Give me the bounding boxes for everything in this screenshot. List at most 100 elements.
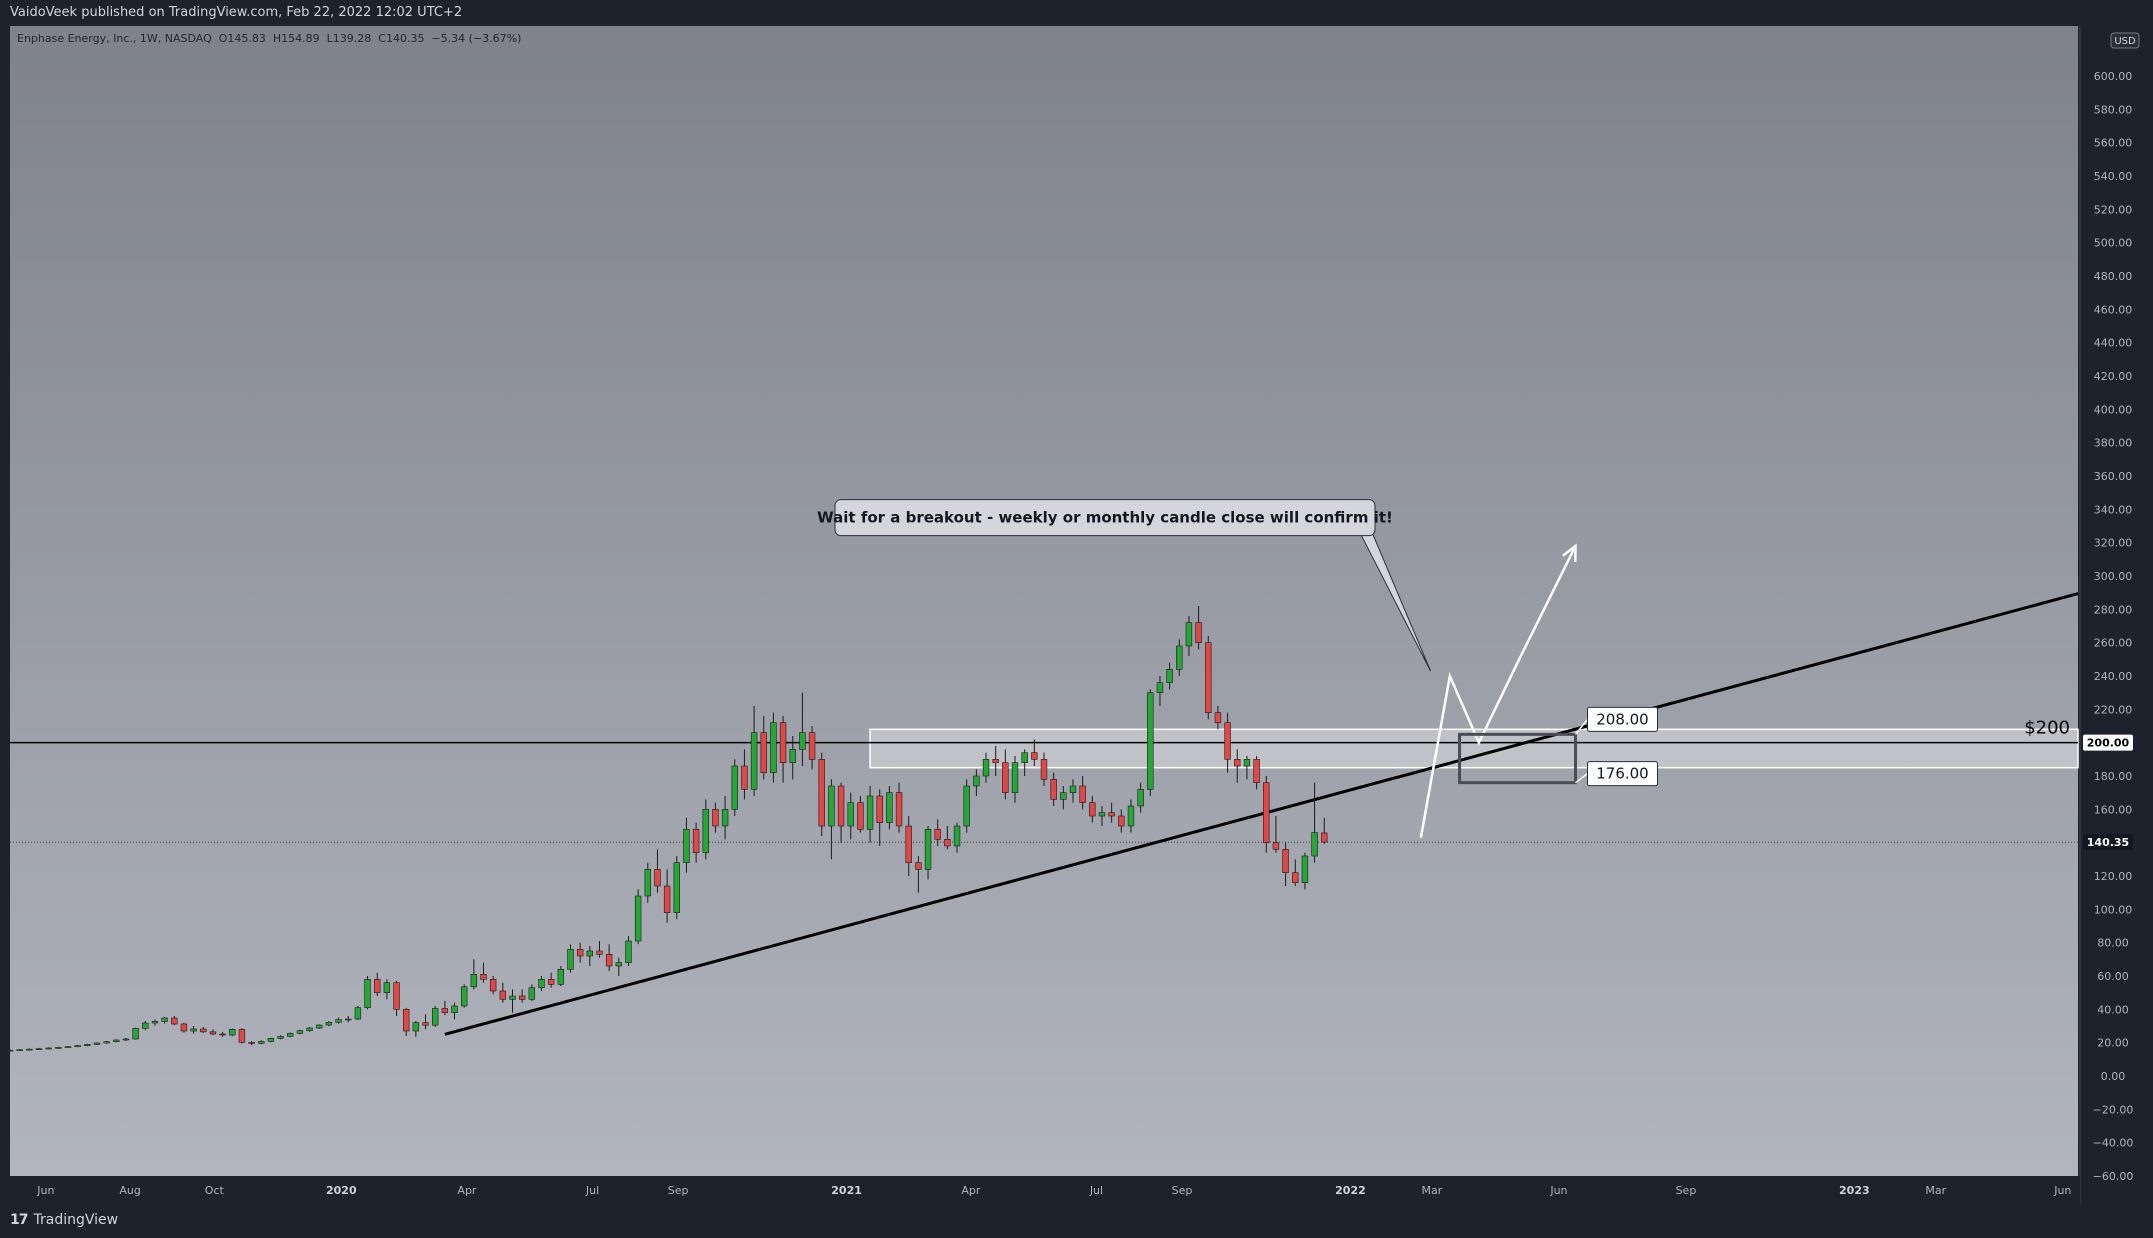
candle-body [692, 829, 700, 853]
candle-body [567, 949, 574, 970]
candle-up [1311, 782, 1318, 863]
candle-up [634, 889, 642, 945]
candle-body [1311, 832, 1318, 857]
candle-body [528, 987, 536, 1000]
candle-up [1301, 852, 1309, 890]
candle-up [973, 769, 980, 796]
candle-body [1031, 752, 1038, 760]
publish-info: VaidoVeek published on TradingView.com, … [10, 5, 463, 20]
candle-down [876, 789, 883, 846]
candle-body [1292, 872, 1299, 883]
candle-body [374, 979, 381, 993]
candle-up [557, 966, 565, 986]
y-tick-label: 580.00 [2094, 103, 2133, 116]
candle-up [683, 817, 690, 873]
candle-up [789, 736, 796, 780]
tradingview-brand[interactable]: 17 TradingView [10, 1212, 118, 1228]
candle-down [760, 716, 767, 780]
candle-body [876, 795, 883, 823]
candle-down [944, 826, 951, 850]
candle-body [219, 1033, 226, 1036]
candle-body [460, 986, 468, 1007]
candle-up [470, 959, 478, 990]
candle-body [142, 1022, 149, 1029]
candle-up [229, 1028, 236, 1037]
candle-body [93, 1042, 101, 1045]
candle-up [673, 856, 680, 920]
candle-body [489, 979, 497, 992]
candle-body [306, 1027, 313, 1031]
candle-up [866, 786, 874, 843]
candle-up [1176, 639, 1183, 676]
candle-up [345, 1016, 352, 1023]
candle-body [209, 1031, 217, 1035]
candle-body [1118, 815, 1125, 827]
x-tick-label: Sep [668, 1184, 689, 1197]
candle-body [422, 1022, 429, 1026]
y-tick-label: 80.00 [2097, 937, 2129, 950]
candle-body [316, 1024, 323, 1029]
candle-body [808, 732, 816, 760]
candle-body [1321, 832, 1328, 843]
candle-body [393, 982, 400, 1010]
candle-down [605, 944, 613, 971]
candlestick-chart[interactable]: 600.00 580.00 560.00 540.00 520.00 500.00 480.… [0, 26, 2153, 1204]
candle-body [113, 1039, 120, 1042]
candle-body [799, 732, 806, 750]
candle-down [238, 1028, 246, 1044]
y-tick-label: −20.00 [2093, 1103, 2134, 1116]
x-tick-label: Sep [1172, 1184, 1193, 1197]
candle-body [64, 1046, 72, 1048]
trendline [444, 592, 2079, 1036]
candle-body [702, 809, 709, 853]
y-tick-label: 240.00 [2094, 670, 2133, 683]
candle-up [113, 1039, 120, 1043]
candle-down [915, 856, 922, 893]
candle-body [818, 759, 825, 827]
candle-up [1060, 786, 1067, 810]
candle-body [161, 1017, 168, 1022]
candle-body [741, 765, 748, 790]
candle-down [818, 752, 825, 836]
candle-body [1243, 759, 1251, 767]
candle-up [953, 822, 961, 853]
y-tick-label: 320.00 [2094, 537, 2133, 550]
candle-up [924, 826, 932, 880]
candle-body [576, 949, 584, 957]
candle-down [1118, 809, 1125, 833]
candle-up [963, 779, 970, 833]
candle-body [1185, 622, 1193, 647]
candle-down [1253, 756, 1260, 790]
y-tick-label: 40.00 [2097, 1003, 2129, 1016]
candle-up [528, 984, 536, 1001]
candle-body [190, 1028, 197, 1032]
candle-body [200, 1028, 207, 1033]
candle-down [1089, 796, 1096, 823]
candle-up [267, 1037, 275, 1043]
currency-badge[interactable]: USD [2110, 32, 2140, 49]
candle-down [1263, 776, 1270, 853]
candle-up [6, 1049, 14, 1052]
candle-up [770, 712, 777, 783]
x-tick-label: 2023 [1839, 1184, 1870, 1197]
candle-body [731, 765, 738, 810]
candle-up [258, 1040, 265, 1045]
candle-down [1195, 606, 1202, 650]
candle-body [16, 1049, 23, 1051]
y-tick-label: 340.00 [2094, 503, 2133, 516]
zone-top-label-text: 208.00 [1596, 710, 1649, 728]
x-tick-label: Apr [961, 1184, 981, 1197]
candle-up [412, 1021, 420, 1037]
y-tick-label: 160.00 [2094, 803, 2133, 816]
y-tick-label: 120.00 [2094, 870, 2133, 883]
candle-up [431, 1006, 439, 1027]
candle-body [6, 1049, 14, 1052]
candle-body [1282, 849, 1289, 873]
last-price-axis-badge-bg [2083, 834, 2133, 851]
candle-body [287, 1033, 294, 1037]
candle-up [190, 1026, 197, 1034]
y-tick-label: 180.00 [2094, 770, 2133, 783]
brand-name: TradingView [33, 1212, 119, 1228]
candle-up [132, 1027, 139, 1040]
candle-body [1069, 785, 1077, 793]
